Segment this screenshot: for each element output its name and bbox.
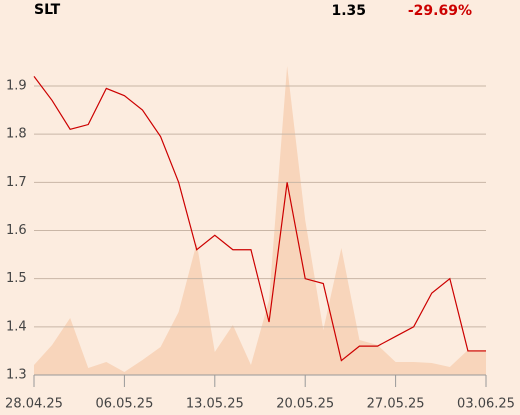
- y-tick-label: 1.8: [6, 127, 27, 142]
- x-tick-label: 13.05.25: [186, 397, 244, 412]
- y-tick-label: 1.4: [6, 319, 27, 334]
- price: 1.35: [331, 3, 366, 19]
- symbol: SLT: [34, 2, 61, 18]
- x-tick-label: 28.04.25: [5, 397, 63, 412]
- x-tick-label: 27.05.25: [367, 397, 425, 412]
- price-line: [33, 76, 486, 362]
- x-tick-label: 03.06.25: [457, 397, 515, 412]
- y-tick-label: 1.3: [6, 368, 27, 383]
- change: -29.69%: [408, 3, 472, 19]
- volume-area: [34, 66, 486, 375]
- y-tick-label: 1.9: [6, 79, 27, 94]
- y-tick-label: 1.7: [6, 175, 27, 190]
- x-tick-label: 20.05.25: [276, 397, 334, 412]
- y-tick-label: 1.5: [6, 271, 27, 286]
- x-tick-label: 06.05.25: [95, 397, 153, 412]
- y-tick-label: 1.6: [6, 223, 27, 238]
